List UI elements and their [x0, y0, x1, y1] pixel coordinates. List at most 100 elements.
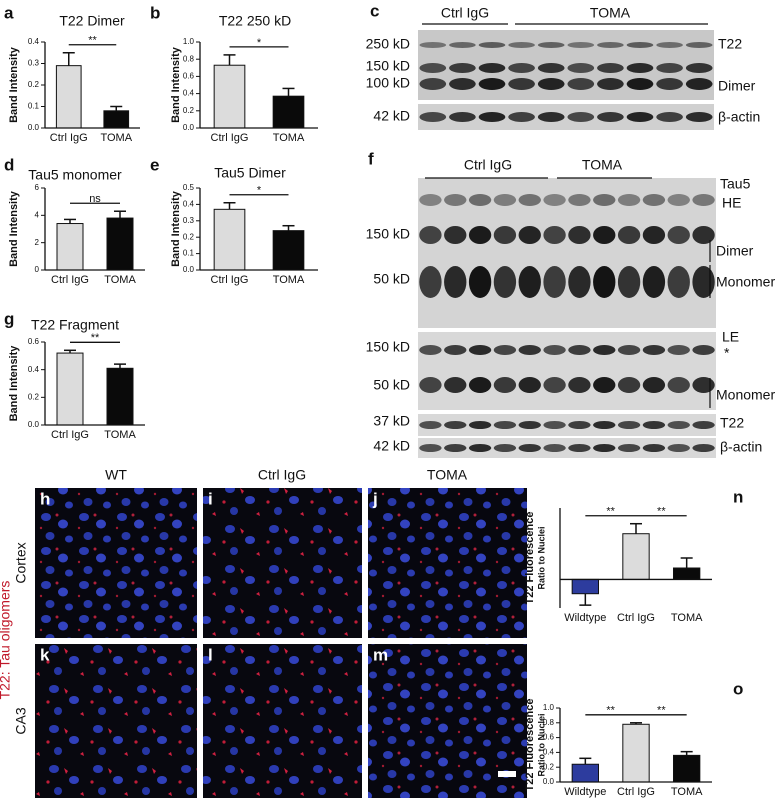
band-label: LE — [722, 329, 739, 345]
blot-band — [537, 78, 565, 90]
panel-letter: n — [733, 487, 743, 506]
blot-band — [667, 444, 690, 452]
blot-band — [543, 377, 566, 393]
blot-band — [593, 444, 616, 452]
y-axis-label: Ratio to Nuclei — [536, 713, 546, 776]
bar — [56, 223, 84, 271]
blot-band — [642, 377, 666, 393]
y-tick-label: 0.6 — [28, 337, 40, 346]
blot-band — [493, 266, 517, 298]
y-tick-label: 1.0 — [543, 703, 555, 712]
blot-band — [419, 78, 447, 90]
significance-label: ** — [606, 506, 615, 518]
y-tick-label: 6 — [35, 183, 40, 192]
panel-letter: l — [208, 645, 213, 664]
blot-band — [493, 194, 517, 206]
group-label: TOMA — [582, 157, 623, 173]
micrograph — [368, 488, 527, 638]
blot-band — [478, 42, 506, 48]
mw-marker: 150 kD — [366, 226, 410, 242]
panel-letter: e — [150, 155, 159, 174]
band-label: Monomer — [716, 274, 775, 290]
blot-band — [617, 444, 641, 452]
chart-title: T22 Fragment — [31, 317, 119, 333]
x-tick-label: Wildtype — [564, 612, 606, 624]
bar — [272, 230, 305, 271]
row-label: CA3 — [13, 707, 29, 734]
blot-band — [626, 112, 654, 122]
blot-band — [419, 63, 447, 73]
x-tick-label: TOMA — [671, 612, 703, 624]
x-tick-label: Ctrl IgG — [211, 274, 249, 286]
micrograph — [35, 488, 197, 638]
blot-band — [617, 377, 641, 393]
y-tick-label: 0.0 — [183, 265, 195, 274]
panel-letter: b — [150, 3, 160, 22]
significance-label: ** — [88, 35, 97, 47]
y-tick-label: 0.0 — [183, 123, 195, 132]
y-axis-label: Band Intensity — [8, 345, 20, 422]
blot-band — [493, 377, 517, 393]
blot-band — [493, 345, 517, 355]
micrograph — [35, 644, 197, 798]
blot-band — [667, 194, 690, 206]
panel-letter: m — [373, 645, 388, 664]
blot-band — [567, 42, 595, 48]
panel-letter: f — [368, 149, 374, 168]
blot-band — [593, 345, 616, 355]
x-tick-label: Ctrl IgG — [51, 274, 89, 286]
blot-band — [468, 266, 492, 298]
blot-band — [656, 78, 683, 90]
blot-band — [568, 377, 591, 393]
blot-band — [518, 377, 541, 393]
y-tick-label: 1.0 — [183, 37, 195, 46]
blot-band — [444, 421, 467, 429]
blot-band — [508, 78, 535, 90]
y-tick-label: 0.3 — [183, 216, 195, 225]
blot-band — [468, 421, 492, 429]
blot-band — [478, 78, 506, 90]
blot-band — [468, 444, 492, 452]
blot-band — [617, 345, 641, 355]
mw-marker: 150 kD — [366, 339, 410, 355]
significance-label: ns — [89, 193, 101, 205]
y-axis-label: T22 Fluorescence — [524, 699, 536, 792]
blot-band — [642, 444, 666, 452]
y-tick-label: 0.4 — [28, 365, 40, 374]
panel-letter: d — [4, 155, 14, 174]
blot-band — [568, 345, 591, 355]
micrograph — [203, 488, 362, 638]
blot-band — [567, 78, 595, 90]
blot-band — [419, 377, 442, 393]
y-tick-label: 4 — [35, 210, 40, 219]
chart-title: Tau5 monomer — [28, 167, 122, 183]
bar — [672, 754, 701, 783]
stain-label: T22: Tau oligomers — [0, 581, 13, 700]
panel-letter: g — [4, 309, 14, 328]
blot-band — [692, 194, 715, 206]
blot-band — [444, 444, 467, 452]
y-tick-label: 0.5 — [183, 183, 195, 192]
blot-band — [692, 345, 715, 355]
blot-band — [518, 444, 541, 452]
blot-band — [543, 266, 566, 298]
blot-band — [593, 266, 616, 298]
x-tick-label: Wildtype — [564, 786, 606, 798]
blots — [418, 23, 716, 458]
blot-band — [508, 42, 535, 48]
y-axis-label: Band Intensity — [170, 46, 182, 123]
blot-band — [593, 194, 616, 206]
blot-band — [543, 345, 566, 355]
blot-band — [597, 63, 624, 73]
blot-band — [656, 42, 683, 48]
blot-band — [537, 63, 565, 73]
blot-band — [444, 377, 467, 393]
blot-band — [692, 377, 715, 393]
panel-letter: c — [370, 1, 379, 20]
mw-marker: 150 kD — [366, 58, 410, 74]
group-label: TOMA — [590, 5, 631, 21]
x-tick-label: TOMA — [104, 274, 136, 286]
blot-band — [518, 226, 541, 244]
column-label: WT — [105, 467, 127, 483]
blot-band — [692, 226, 715, 244]
